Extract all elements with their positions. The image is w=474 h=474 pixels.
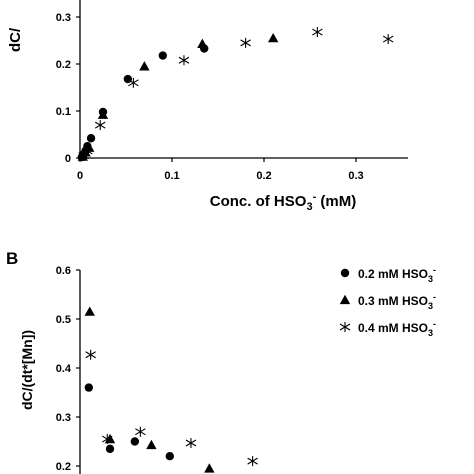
y-tick-label: 0.2 (56, 461, 71, 473)
panel-a-point-star (94, 120, 106, 131)
legend-marker-star (339, 322, 351, 332)
y-tick-label: 0.2 (56, 59, 71, 71)
panel-a-point-star (382, 34, 394, 45)
y-tick-label: 0.5 (56, 314, 71, 326)
panel-a-point-star (312, 27, 323, 38)
panel-b-point-star (101, 434, 113, 445)
panel-a-chart: dC/ 0 0.1 0.2 0.3 0 0.1 0.2 0.3 Conc. of HSO3-… (7, 0, 408, 213)
panel-a-point-star (82, 145, 93, 156)
legend-marker-circle (340, 268, 350, 278)
legend-item: 0.3 mM HSO3- (339, 292, 436, 311)
panel-b-points (84, 306, 258, 473)
panel-a-point-circle (123, 74, 133, 84)
panel-a-ylabel: dC/ (7, 27, 24, 52)
panel-b-point-star (135, 426, 146, 437)
panel-b-point-triangle (146, 439, 157, 450)
legend-label: 0.4 mM HSO3- (358, 319, 436, 338)
legend-item: 0.4 mM HSO3- (339, 319, 436, 338)
panel-a-point-circle (158, 51, 167, 60)
panel-a-point-triangle (139, 61, 150, 71)
y-tick-label: 0 (65, 153, 71, 165)
y-tick-label: 0.4 (56, 363, 72, 375)
panel-b-point-triangle (204, 463, 215, 473)
panel-a-x-ticks: 0 0.1 0.2 0.3 (77, 158, 364, 182)
panel-b-y-ticks: 0.2 0.3 0.4 0.5 0.6 (56, 265, 80, 473)
panel-b-point-circle (84, 383, 94, 392)
panel-a-point-triangle (268, 32, 279, 43)
panel-b-point-star (185, 437, 197, 448)
x-tick-label: 0.2 (256, 170, 271, 182)
panel-b-point-triangle (84, 306, 95, 316)
legend-label: 0.3 mM HSO3- (358, 292, 436, 311)
panel-b-point-circle (165, 452, 174, 461)
panel-b-ylabel: dC/(dt*[Mn]) (19, 330, 35, 410)
x-tick-label: 0.3 (348, 170, 363, 182)
panel-a-point-triangle (84, 142, 95, 152)
panel-b-legend: 0.2 mM HSO3- 0.3 mM HSO3- 0.4 mM HSO3- (339, 265, 436, 338)
panel-b-point-circle (130, 437, 140, 446)
panel-a-xlabel: Conc. of HSO3- (mM) (210, 191, 356, 213)
y-tick-label: 0.3 (56, 412, 71, 424)
panel-b-letter: B (6, 249, 18, 268)
legend-item: 0.2 mM HSO3- (340, 265, 436, 284)
panel-a-point-triangle (197, 38, 208, 48)
panel-a-point-star (240, 37, 251, 48)
y-tick-label: 0.3 (56, 12, 71, 24)
y-tick-label: 0.1 (56, 106, 71, 118)
panel-b-chart: B dC/(dt*[Mn]) 0.2 0.3 0.4 0.5 0.6 0.2 mM HS… (6, 249, 436, 474)
panel-a-point-star (128, 77, 139, 88)
x-tick-label: 0 (77, 170, 83, 182)
y-tick-label: 0.6 (56, 265, 71, 277)
panel-a-points (77, 27, 394, 162)
legend-label: 0.2 mM HSO3- (358, 265, 436, 284)
panel-a-point-triangle (97, 109, 109, 119)
x-tick-label: 0.1 (164, 170, 179, 182)
panel-b-point-star (247, 456, 258, 467)
legend-marker-triangle (339, 294, 351, 305)
panel-a-point-circle (86, 134, 96, 143)
panel-b-point-star (85, 349, 96, 360)
panel-a-y-ticks: 0 0.1 0.2 0.3 (56, 12, 80, 165)
panel-b-point-circle (105, 444, 115, 454)
panel-a-point-star (178, 55, 190, 66)
